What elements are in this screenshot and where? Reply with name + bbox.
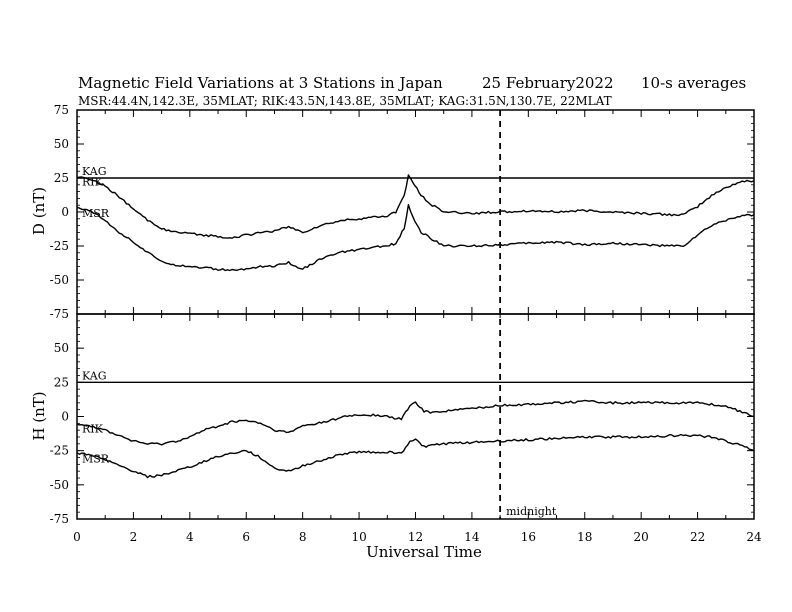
series-label-rik: RIK — [82, 176, 104, 189]
x-tick-label: 12 — [408, 530, 423, 544]
y-tick-label: -50 — [50, 478, 69, 492]
panel-h: 50 25 0 -25 -50 -75 H (nT) KAG RIK MSR — [30, 313, 755, 526]
series-line-rik — [76, 174, 755, 239]
chart-title: Magnetic Field Variations at 3 Stations … — [78, 74, 443, 92]
station-info: MSR:44.4N,142.3E, 35MLAT; RIK:43.5N,143.… — [78, 94, 612, 108]
series-line-msr — [76, 204, 755, 272]
x-tick-label: 0 — [73, 530, 81, 544]
series-line-msr — [76, 433, 755, 479]
y-axis-label-d: D (nT) — [30, 187, 48, 235]
y-tick-label: 50 — [54, 137, 69, 151]
y-tick-label: -75 — [50, 307, 69, 321]
x-tick-label: 24 — [746, 530, 762, 544]
y-tick-label: -25 — [50, 444, 69, 458]
x-tick-label: 16 — [521, 530, 536, 544]
averaging-label: 10-s averages — [641, 74, 746, 92]
x-axis: 0 2 4 6 8 10 12 14 16 18 20 22 24 — [73, 530, 762, 544]
panel-frame — [76, 109, 755, 315]
x-tick-label: 14 — [464, 530, 480, 544]
panel-frame — [76, 313, 755, 520]
midnight-label: midnight — [506, 505, 557, 518]
series-label-rik: RIK — [82, 422, 104, 435]
y-tick-label: 25 — [54, 171, 69, 185]
x-tick-label: 8 — [299, 530, 307, 544]
series-label-kag: KAG — [82, 165, 107, 178]
y-tick-label: 50 — [54, 341, 69, 355]
x-tick-label: 4 — [186, 530, 194, 544]
y-tick-label: 0 — [61, 410, 69, 424]
series-label-msr: MSR — [82, 207, 110, 220]
y-tick-label: 0 — [61, 205, 69, 219]
x-tick-label: 6 — [242, 530, 250, 544]
x-axis-label: Universal Time — [366, 543, 482, 561]
y-tick-label: -75 — [50, 512, 69, 526]
series-label-msr: MSR — [82, 452, 110, 465]
x-tick-label: 2 — [130, 530, 138, 544]
y-axis-label-h: H (nT) — [30, 391, 48, 440]
x-tick-label: 18 — [577, 530, 592, 544]
y-tick-label: 75 — [54, 103, 69, 117]
x-tick-label: 20 — [634, 530, 649, 544]
midnight-marker: midnight — [499, 110, 557, 519]
y-tick-label: -50 — [50, 273, 69, 287]
x-tick-label: 10 — [351, 530, 366, 544]
chart-date: 25 February2022 — [482, 74, 614, 92]
x-tick-label: 22 — [690, 530, 705, 544]
series-line-rik — [76, 399, 755, 446]
y-tick-label: -25 — [50, 239, 69, 253]
y-tick-label: 25 — [54, 375, 69, 389]
series-label-kag: KAG — [82, 369, 107, 382]
